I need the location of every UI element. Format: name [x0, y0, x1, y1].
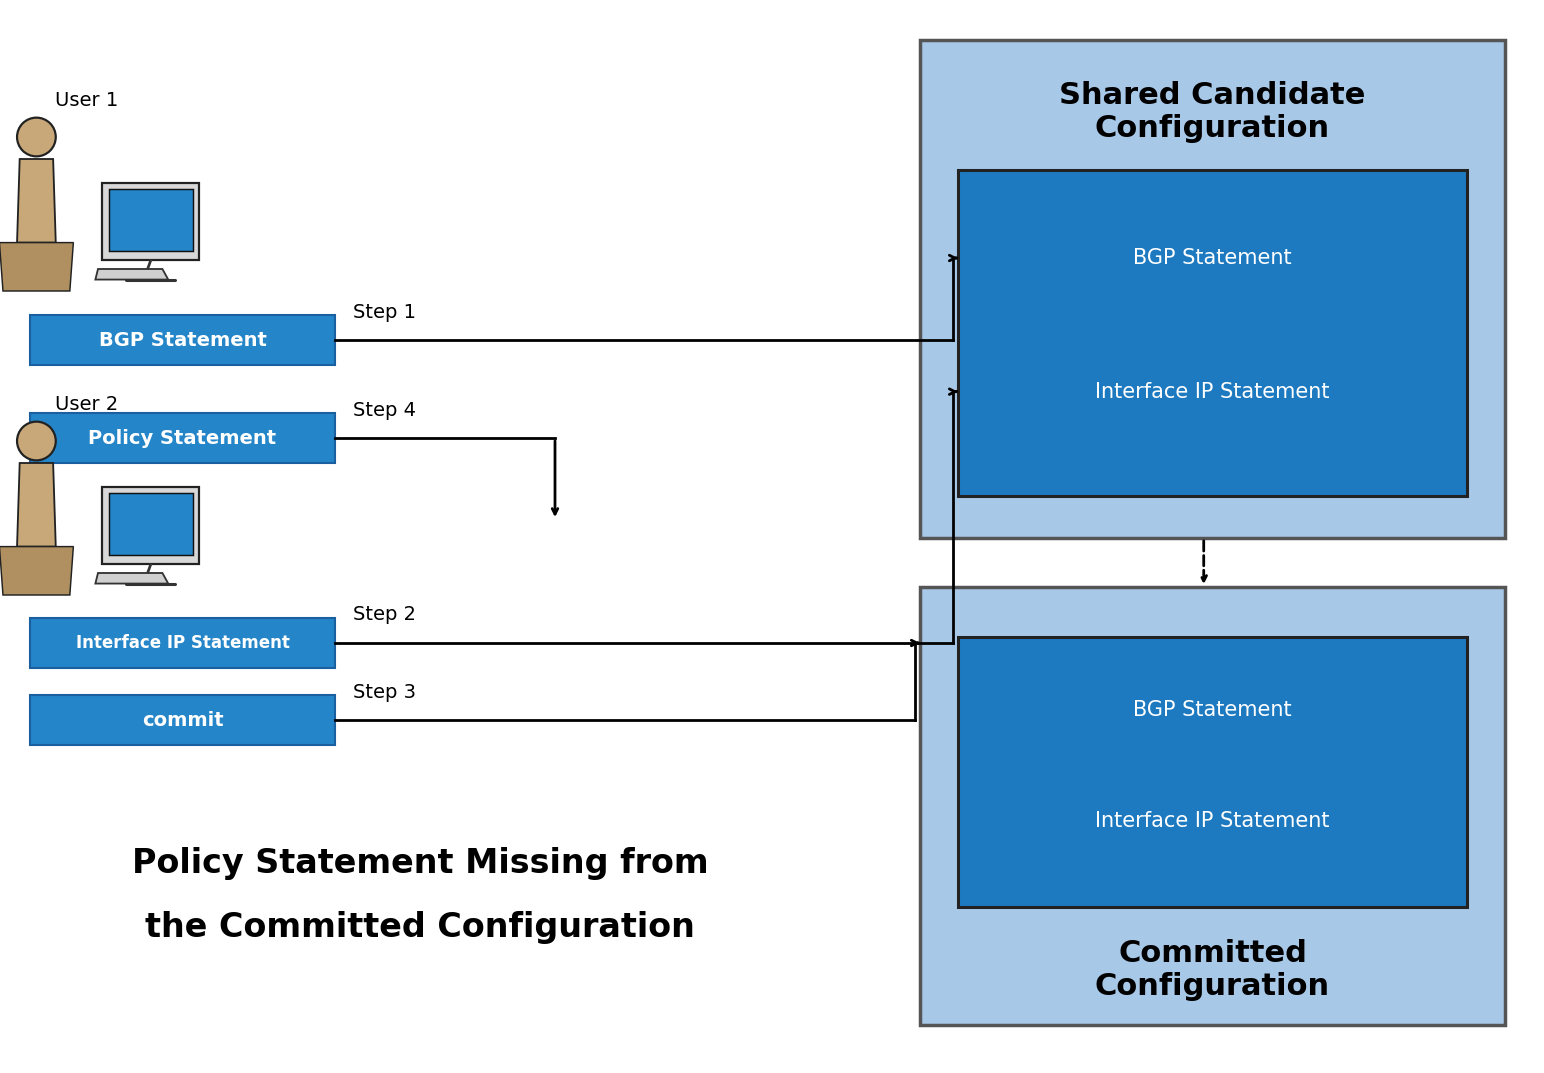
Bar	[29, 695, 335, 745]
Polygon shape	[0, 546, 74, 596]
Text: Policy Statement Missing from: Policy Statement Missing from	[131, 847, 709, 880]
Text: Step 4: Step 4	[354, 400, 415, 420]
Text: Interface IP Statement: Interface IP Statement	[76, 634, 289, 652]
Polygon shape	[96, 573, 168, 584]
Bar	[29, 315, 335, 365]
Text: User 1: User 1	[56, 91, 119, 111]
Text: User 2: User 2	[56, 396, 119, 414]
Bar	[29, 413, 335, 464]
Bar	[957, 637, 1467, 907]
Circle shape	[17, 118, 56, 157]
Bar	[957, 170, 1467, 496]
Text: BGP Statement: BGP Statement	[1133, 248, 1292, 268]
Text: BGP Statement: BGP Statement	[1133, 700, 1292, 720]
Text: Interface IP Statement: Interface IP Statement	[1095, 382, 1329, 401]
Text: BGP Statement: BGP Statement	[99, 330, 267, 350]
Polygon shape	[0, 242, 74, 291]
Polygon shape	[17, 159, 56, 242]
Bar	[920, 587, 1505, 1025]
Bar	[29, 618, 335, 668]
Text: Committed
Configuration: Committed Configuration	[1095, 939, 1329, 1001]
Bar	[108, 189, 193, 251]
Text: Policy Statement: Policy Statement	[88, 428, 276, 447]
Text: Step 3: Step 3	[354, 682, 415, 702]
Bar	[102, 487, 199, 564]
Bar	[102, 182, 199, 260]
Bar	[108, 493, 193, 555]
Polygon shape	[17, 464, 56, 546]
Text: Step 1: Step 1	[354, 303, 415, 322]
Text: Interface IP Statement: Interface IP Statement	[1095, 810, 1329, 831]
Text: the Committed Configuration: the Committed Configuration	[145, 911, 695, 944]
Polygon shape	[96, 269, 168, 280]
Bar	[920, 40, 1505, 538]
Text: Shared Candidate
Configuration: Shared Candidate Configuration	[1059, 80, 1366, 144]
Circle shape	[17, 422, 56, 460]
Text: commit: commit	[142, 710, 224, 730]
Text: Step 2: Step 2	[354, 605, 415, 624]
